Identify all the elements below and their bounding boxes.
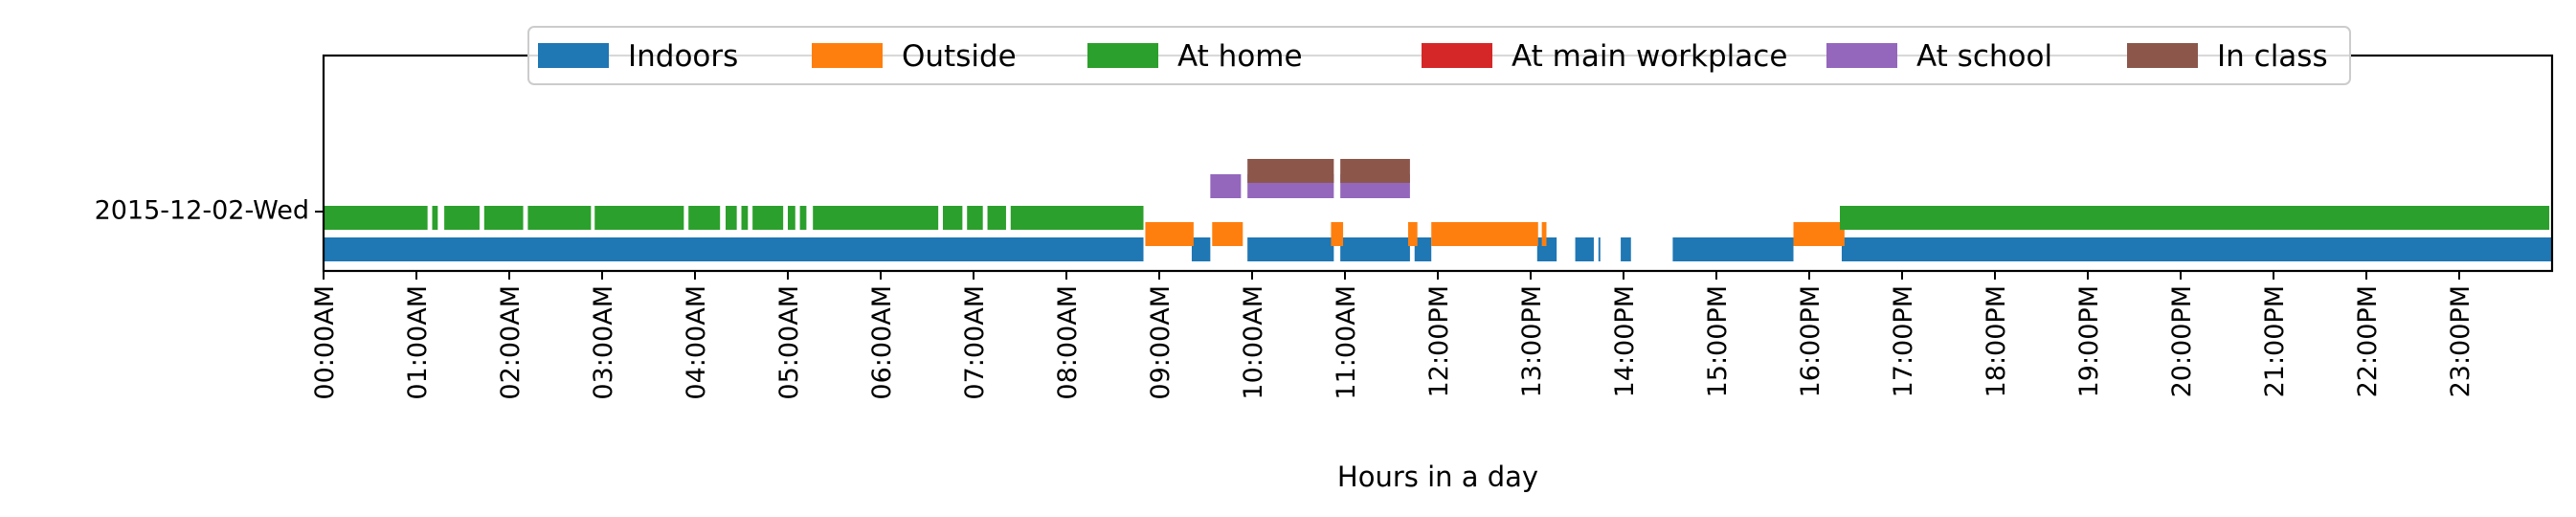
- bar-indoors: [1621, 237, 1631, 261]
- legend-label: At home: [1177, 39, 1303, 74]
- bar-at-home: [432, 206, 438, 230]
- bar-at-home: [987, 206, 1006, 230]
- bar-indoors: [324, 237, 1144, 261]
- x-tick-label: 20:00PM: [2167, 285, 2197, 397]
- bar-at-home: [741, 206, 749, 230]
- x-tick-label: 18:00PM: [1982, 285, 2011, 397]
- bar-at-home: [967, 206, 983, 230]
- bar-indoors: [1340, 237, 1410, 261]
- bar-outside: [1407, 222, 1418, 246]
- x-tick-label: 09:00AM: [1146, 285, 1176, 400]
- x-tick-label: 15:00PM: [1703, 285, 1733, 397]
- legend-label: Indoors: [628, 39, 738, 74]
- bars-layer: [324, 159, 2552, 261]
- bar-indoors: [1414, 237, 1432, 261]
- x-tick-label: 17:00PM: [1889, 285, 1918, 397]
- bar-at-home: [324, 206, 428, 230]
- x-tick-label: 08:00AM: [1053, 285, 1083, 400]
- x-tick-label: 16:00PM: [1796, 285, 1826, 397]
- x-tick-label: 21:00PM: [2260, 285, 2290, 397]
- bar-in-class: [1247, 159, 1334, 183]
- bar-outside: [1793, 222, 1845, 246]
- legend-swatch: [2127, 43, 2198, 68]
- x-tick-label: 12:00PM: [1424, 285, 1454, 397]
- series-at-home: [324, 206, 2550, 230]
- bar-in-class: [1340, 159, 1410, 183]
- bar-indoors: [1247, 237, 1334, 261]
- x-tick-label: 23:00PM: [2446, 285, 2475, 397]
- bar-indoors: [1536, 237, 1557, 261]
- x-tick-label: 03:00AM: [589, 285, 618, 400]
- legend-item-in-class: In class: [2127, 39, 2328, 74]
- bar-at-home: [726, 206, 737, 230]
- bar-at-home: [1010, 206, 1144, 230]
- x-tick-label: 02:00AM: [496, 285, 526, 400]
- bar-indoors: [1191, 237, 1211, 261]
- legend-swatch: [538, 43, 609, 68]
- legend-item-at-school: At school: [1826, 39, 2052, 74]
- bar-at-home: [788, 206, 795, 230]
- series-indoors: [324, 237, 2552, 261]
- bar-at-home: [444, 206, 480, 230]
- bar-at-home: [688, 206, 721, 230]
- series-at-school: [1210, 174, 1410, 198]
- legend-item-at-main-workplace: At main workplace: [1422, 39, 1787, 74]
- bar-at-home: [942, 206, 963, 230]
- bar-outside: [1431, 222, 1538, 246]
- legend-swatch: [1826, 43, 1897, 68]
- x-tick-label: 06:00AM: [867, 285, 897, 400]
- series-outside: [1145, 222, 1845, 246]
- bar-outside: [1331, 222, 1344, 246]
- bar-indoors: [1575, 237, 1594, 261]
- legend-label: In class: [2217, 39, 2328, 74]
- legend-label: Outside: [902, 39, 1017, 74]
- bar-outside: [1145, 222, 1194, 246]
- x-tick-label: 07:00AM: [960, 285, 990, 400]
- legend-item-outside: Outside: [812, 39, 1017, 74]
- bar-at-school: [1210, 174, 1242, 198]
- bar-at-home: [752, 206, 784, 230]
- x-tick-label: 00:00AM: [310, 285, 340, 400]
- bar-at-home: [813, 206, 939, 230]
- bar-at-home: [483, 206, 524, 230]
- legend-swatch: [1422, 43, 1492, 68]
- bar-at-home: [594, 206, 684, 230]
- x-axis-title: Hours in a day: [1337, 461, 1538, 493]
- legend-label: At school: [1916, 39, 2052, 74]
- bar-outside: [1541, 222, 1547, 246]
- x-tick-label: 10:00AM: [1239, 285, 1268, 400]
- legend-label: At main workplace: [1512, 39, 1787, 74]
- x-tick-label: 13:00PM: [1517, 285, 1547, 397]
- x-tick-label: 14:00PM: [1610, 285, 1640, 397]
- legend-item-indoors: Indoors: [538, 39, 738, 74]
- x-tick-label: 11:00AM: [1332, 285, 1361, 400]
- x-tick-label: 22:00PM: [2353, 285, 2383, 397]
- bar-at-home: [527, 206, 592, 230]
- y-tick-label: 2015-12-02-Wed: [95, 196, 309, 226]
- bar-indoors: [1672, 237, 1794, 261]
- bar-indoors: [1598, 237, 1601, 261]
- legend-item-at-home: At home: [1087, 39, 1303, 74]
- x-axis: 00:00AM 01:00AM 02:00AM 03:00AM 04:00AM 05:00…: [310, 271, 2475, 400]
- bar-outside: [1212, 222, 1243, 246]
- bar-at-home: [799, 206, 807, 230]
- legend-swatch: [812, 43, 883, 68]
- bar-at-home: [1840, 206, 2550, 230]
- x-tick-label: 04:00AM: [682, 285, 711, 400]
- series-in-class: [1247, 159, 1410, 183]
- x-tick-label: 05:00AM: [774, 285, 804, 400]
- x-tick-label: 01:00AM: [403, 285, 433, 400]
- y-axis: 2015-12-02-Wed: [95, 196, 324, 226]
- bar-indoors: [1841, 237, 2552, 261]
- x-tick-label: 19:00PM: [2074, 285, 2104, 397]
- legend: Indoors Outside At home At main workplace At…: [527, 26, 2351, 85]
- legend-swatch: [1087, 43, 1158, 68]
